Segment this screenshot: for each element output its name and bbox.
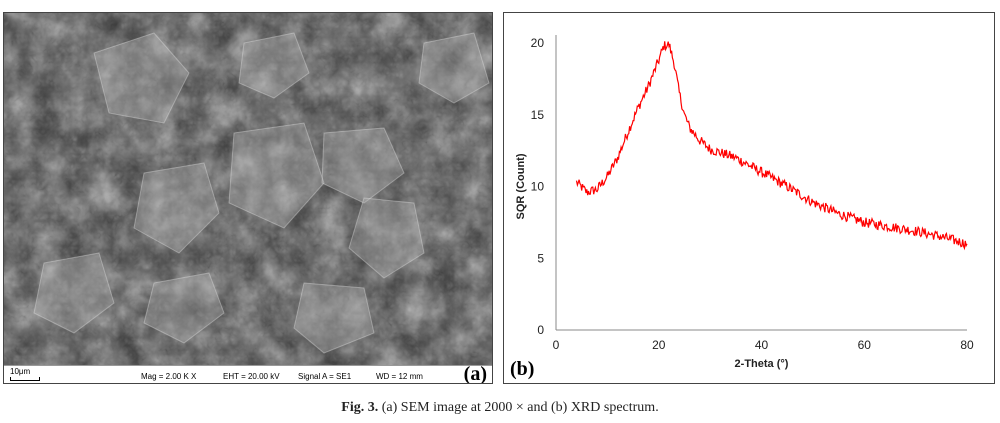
panel-b-label: (b): [510, 358, 535, 380]
chart-series: [575, 41, 968, 251]
caption-label: Fig. 3.: [341, 400, 379, 415]
scale-bar: [10, 377, 40, 381]
x-axis-label: 2-Theta (°): [735, 358, 789, 370]
x-tick-label: 80: [960, 338, 974, 352]
y-axis-label: SQR (Count): [515, 153, 527, 219]
figure-caption: Fig. 3. (a) SEM image at 2000 × and (b) …: [0, 400, 1000, 416]
scale-bar-label: 10μm: [10, 367, 31, 376]
signal-text: Signal A = SE1: [298, 372, 352, 381]
panel-a-label: (a): [463, 363, 487, 384]
magnification-text: Mag = 2.00 K X: [141, 372, 197, 381]
y-tick-label: 10: [531, 180, 545, 194]
sem-particles: [33, 32, 490, 354]
eht-text: EHT = 20.00 kV: [223, 372, 280, 381]
y-tick-label: 15: [531, 108, 545, 122]
x-tick-label: 0: [553, 338, 560, 352]
sem-info-bar: 10μm Mag = 2.00 K X EHT = 20.00 kV Signa…: [4, 363, 492, 384]
x-tick-label: 40: [755, 338, 769, 352]
caption-text: (a) SEM image at 2000 × and (b) XRD spec…: [381, 400, 659, 415]
y-tick-label: 20: [531, 36, 545, 50]
x-tick-label: 60: [858, 338, 872, 352]
sem-image-panel: 10μm Mag = 2.00 K X EHT = 20.00 kV Signa…: [3, 12, 493, 384]
chart-axes: 0 20 40 60 80 0 5 10 15 20: [531, 35, 974, 352]
y-tick-label: 5: [537, 251, 544, 265]
x-tick-label: 20: [652, 338, 666, 352]
xrd-chart-panel: 0 20 40 60 80 0 5 10 15 20 SQR (Count) 2-Theta (°…: [503, 12, 995, 384]
xrd-series-line: [575, 41, 968, 251]
xrd-chart: 0 20 40 60 80 0 5 10 15 20 SQR (Count) 2-Theta (°…: [515, 35, 974, 370]
y-tick-label: 0: [537, 323, 544, 337]
sem-micrograph: [4, 13, 492, 365]
sem-fine-texture: [4, 13, 492, 365]
working-distance-text: WD = 12 mm: [376, 372, 423, 381]
